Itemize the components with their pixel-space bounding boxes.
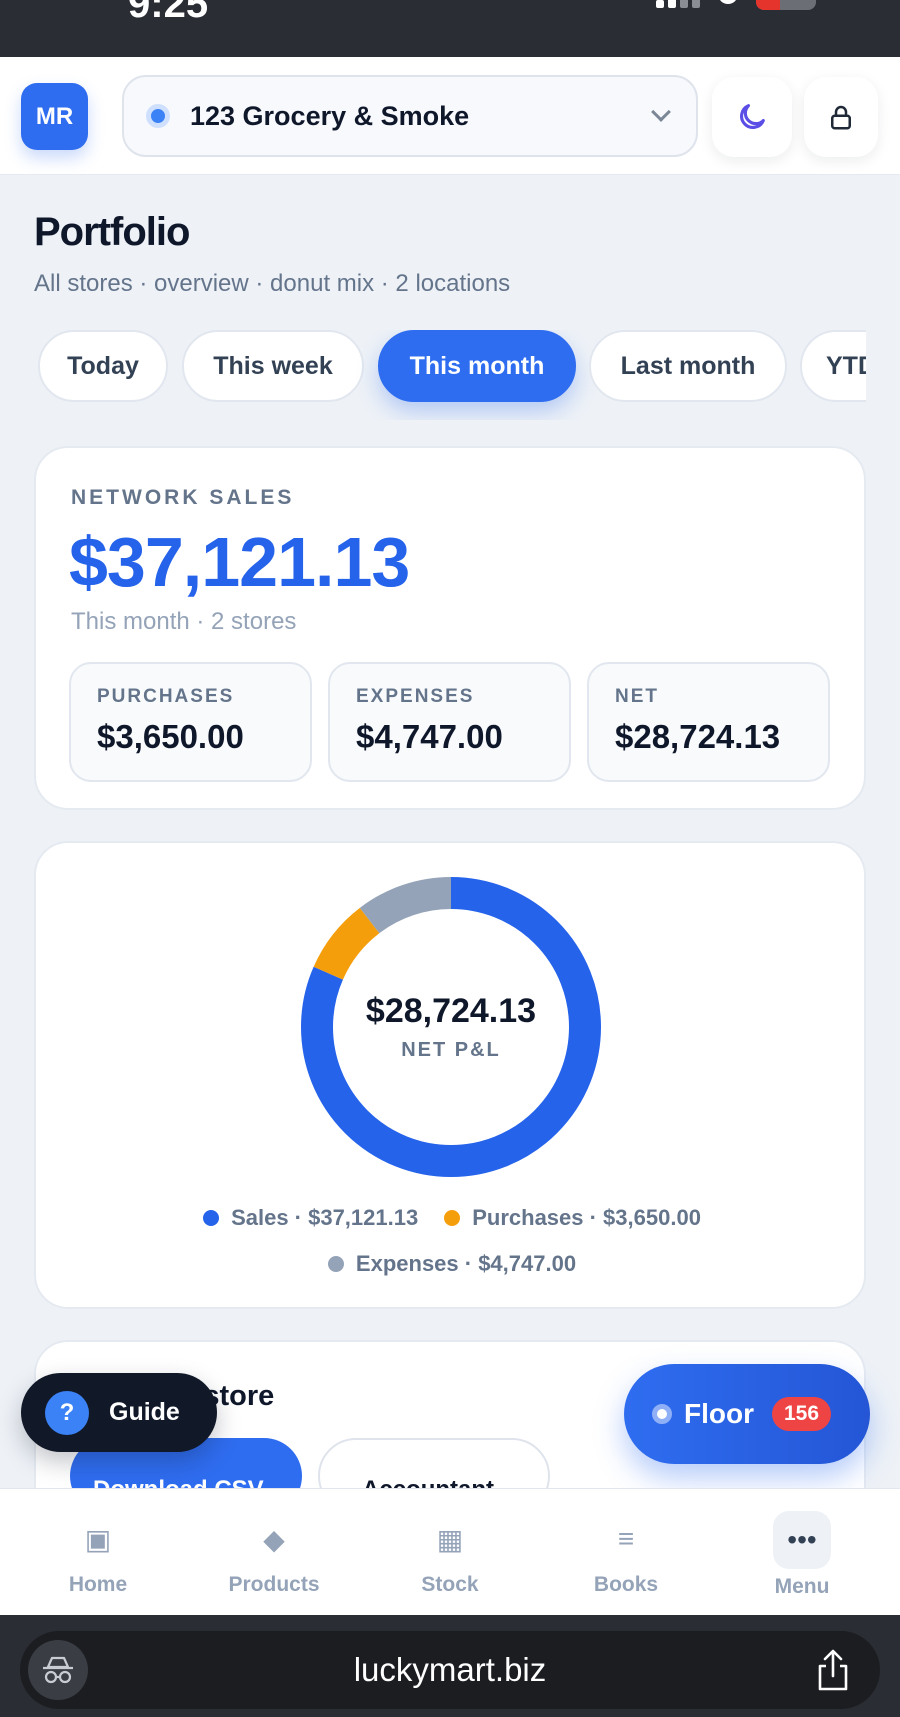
- legend-dot: [444, 1210, 461, 1226]
- period-selector: Today This week This month Last month YT…: [38, 330, 866, 420]
- theme-toggle-button[interactable]: [712, 77, 792, 157]
- legend-item-sales: Sales · $37,121.13: [203, 1205, 418, 1231]
- store-status-dot: [146, 104, 170, 128]
- nav-label: Stock: [421, 1573, 479, 1596]
- metric-label: NET: [615, 686, 659, 707]
- metric-value: $4,747.00: [356, 718, 503, 755]
- nav-label: Books: [593, 1573, 659, 1596]
- expenses-metric: EXPENSES $4,747.00: [328, 662, 571, 782]
- pnl-donut-card: $28,724.13 NET P&L Sales · $37,121.13 Pu…: [34, 841, 866, 1309]
- donut-legend: Sales · $37,121.13 Purchases · $3,650.00: [36, 1205, 868, 1231]
- floor-button[interactable]: Floor 156: [624, 1364, 870, 1464]
- legend-item-purchases: Purchases · $3,650.00: [444, 1205, 701, 1231]
- donut-segment-expenses: [301, 877, 601, 1177]
- home-icon: ▣: [84, 1523, 112, 1555]
- period-pill-last-month[interactable]: Last month: [589, 330, 787, 402]
- incognito-icon[interactable]: [28, 1640, 88, 1700]
- donut-center: $28,724.13 NET P&L: [301, 877, 601, 1177]
- network-sales-card: NETWORK SALES $37,121.13 This month · 2 …: [34, 446, 866, 810]
- nav-item-books[interactable]: ≡ Books: [538, 1489, 714, 1616]
- donut-chart: [301, 877, 601, 1177]
- donut-center-amount: $28,724.13: [365, 992, 537, 1030]
- nav-label: Home: [68, 1573, 128, 1596]
- donut-legend-row-2: Expenses · $4,747.00: [36, 1251, 868, 1277]
- legend-label: Purchases · $3,650.00: [472, 1205, 701, 1230]
- incognito-glyph: [43, 1656, 73, 1684]
- status-time: 9:25: [128, 0, 209, 26]
- network-sales-subtitle: This month · 2 stores: [71, 608, 297, 635]
- nav-label: Products: [228, 1573, 320, 1596]
- metric-label: EXPENSES: [356, 686, 475, 707]
- page-title: Portfolio: [34, 210, 190, 254]
- url-text: luckymart.biz: [353, 1651, 547, 1688]
- network-sales-amount: $37,121.13: [69, 523, 410, 601]
- nav-label: Menu: [774, 1575, 830, 1598]
- store-selector[interactable]: 123 Grocery & Smoke: [122, 75, 698, 157]
- signal-icon: [656, 0, 700, 8]
- period-pill-this-month[interactable]: This month: [378, 330, 576, 402]
- floor-count-badge: 156: [772, 1397, 832, 1431]
- stock-icon: ▦: [436, 1523, 464, 1555]
- top-header: MR 123 Grocery & Smoke: [0, 57, 900, 175]
- floor-label: Floor: [684, 1398, 754, 1429]
- nav-item-stock[interactable]: ▦ Stock: [362, 1489, 538, 1616]
- guide-label: Guide: [109, 1398, 180, 1426]
- legend-item-expenses: Expenses · $4,747.00: [327, 1251, 577, 1277]
- legend-dot: [327, 1256, 344, 1272]
- nav-item-products[interactable]: ◆ Products: [186, 1489, 362, 1616]
- metric-value: $3,650.00: [97, 718, 244, 755]
- status-bar: 9:25: [0, 0, 900, 57]
- battery-icon: [756, 0, 816, 10]
- metric-label: PURCHASES: [97, 686, 235, 707]
- period-pill-today[interactable]: Today: [38, 330, 168, 402]
- more-icon: •••: [773, 1511, 831, 1569]
- legend-dot: [203, 1210, 220, 1226]
- legend-label: Sales · $37,121.13: [231, 1205, 419, 1230]
- status-icons: [656, 0, 816, 10]
- guide-button[interactable]: ? Guide: [21, 1373, 217, 1452]
- purchases-metric: PURCHASES $3,650.00: [69, 662, 312, 782]
- products-icon: ◆: [263, 1523, 285, 1555]
- lock-button[interactable]: [804, 77, 878, 157]
- page-subtitle: All stores · overview · donut mix · 2 lo…: [34, 270, 511, 297]
- address-bar[interactable]: luckymart.biz: [20, 1631, 880, 1709]
- metric-value: $28,724.13: [615, 718, 781, 755]
- chevron-down-icon: [651, 102, 671, 122]
- period-pill-ytd[interactable]: YTD: [800, 330, 866, 402]
- share-icon[interactable]: [814, 1648, 852, 1692]
- nav-item-menu[interactable]: ••• Menu: [714, 1489, 890, 1616]
- browser-bar: luckymart.biz: [0, 1615, 900, 1717]
- network-sales-label: NETWORK SALES: [71, 486, 295, 509]
- floor-status-dot: [652, 1404, 672, 1424]
- avatar[interactable]: MR: [21, 83, 88, 150]
- wifi-icon: [718, 0, 738, 4]
- period-pill-this-week[interactable]: This week: [182, 330, 364, 402]
- donut-center-label: NET P&L: [401, 1039, 501, 1061]
- help-icon: ?: [45, 1390, 89, 1435]
- books-icon: ≡: [617, 1523, 635, 1554]
- net-metric: NET $28,724.13: [587, 662, 830, 782]
- bottom-nav: ▣ Home ◆ Products ▦ Stock ≡ Books ••• Me…: [0, 1488, 900, 1615]
- store-name: 123 Grocery & Smoke: [190, 100, 470, 131]
- legend-label: Expenses · $4,747.00: [355, 1251, 577, 1276]
- nav-item-home[interactable]: ▣ Home: [10, 1489, 186, 1616]
- lock-icon: [831, 105, 851, 130]
- moon-icon: [740, 104, 765, 129]
